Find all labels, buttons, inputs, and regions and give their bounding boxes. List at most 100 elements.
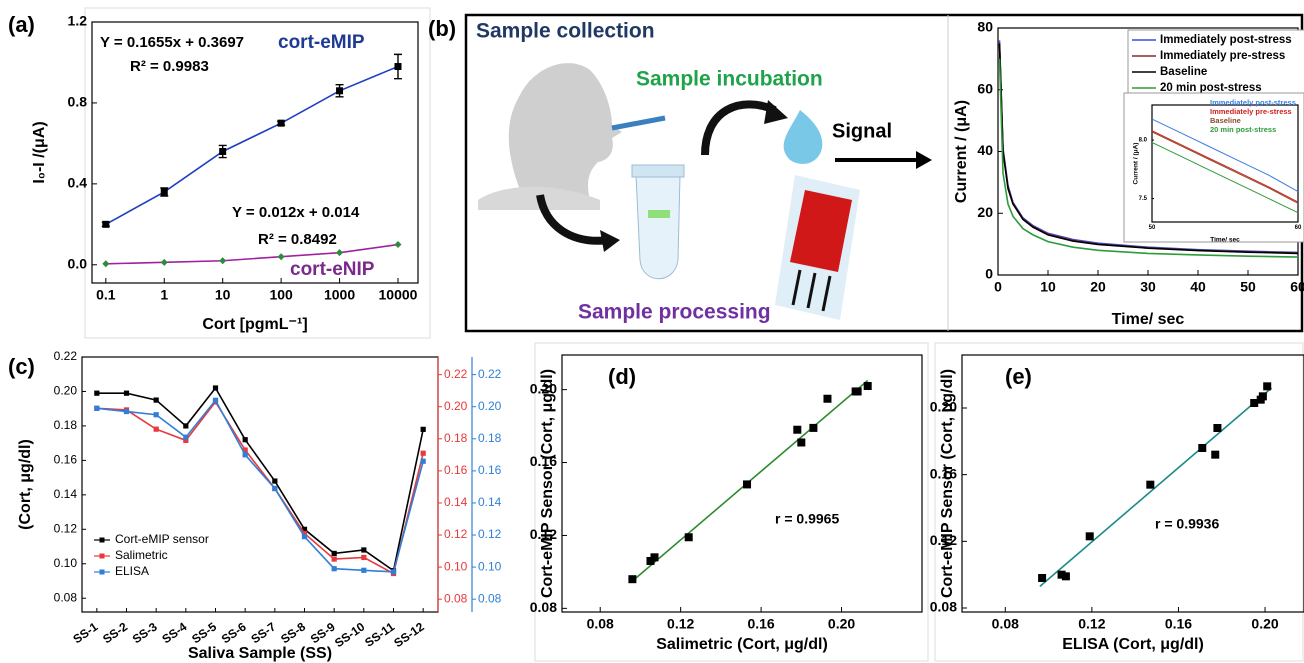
plot-frame bbox=[561, 354, 923, 613]
marker bbox=[361, 554, 367, 561]
marker bbox=[123, 408, 130, 415]
arrow-head bbox=[600, 230, 620, 252]
series-line bbox=[96, 398, 424, 573]
marker bbox=[153, 426, 159, 432]
marker bbox=[94, 390, 100, 396]
panel-label: (a) bbox=[8, 12, 35, 37]
x-tick-label: 50 bbox=[1240, 278, 1256, 294]
x-tick-label: 0.1 bbox=[96, 286, 116, 302]
y-axis-label: (Cort, μg/dl) bbox=[17, 439, 34, 530]
series-line bbox=[998, 58, 1299, 258]
y-axis-label: Current / (μA) bbox=[1133, 143, 1140, 185]
y-tick-label: 0.08 bbox=[930, 599, 957, 615]
y-tick-label: 0.08 bbox=[478, 591, 502, 605]
marker bbox=[1038, 574, 1047, 582]
annotation: r = 0.9965 bbox=[775, 511, 839, 527]
y-tick-label: 0.16 bbox=[54, 453, 78, 467]
panel-frame bbox=[84, 7, 431, 339]
marker bbox=[123, 390, 130, 396]
step-label: Sample processing bbox=[578, 301, 771, 324]
series-label: cort-eNIP bbox=[290, 259, 375, 280]
chart: 0.08 0.12 0.16 0.20 0.08 0.12 0.16 0.20 ELISA (C… bbox=[930, 354, 1304, 653]
x-tick-label: 0.16 bbox=[1165, 615, 1192, 631]
legend-marker bbox=[99, 537, 105, 543]
legend-label: Immediately post-stress bbox=[1160, 34, 1292, 46]
marker bbox=[183, 434, 189, 440]
marker bbox=[102, 260, 110, 268]
marker bbox=[1263, 382, 1272, 391]
plot-frame bbox=[1151, 104, 1299, 223]
marker bbox=[331, 556, 337, 562]
marker bbox=[628, 575, 637, 584]
drop bbox=[783, 110, 823, 164]
x-tick-label: 60 bbox=[1290, 278, 1304, 294]
y-tick-label: 0.22 bbox=[54, 349, 78, 363]
marker bbox=[420, 450, 426, 456]
y-tick-label: 0.8 bbox=[68, 94, 88, 110]
legend-box bbox=[1127, 29, 1304, 97]
marker bbox=[277, 253, 285, 261]
marker bbox=[1085, 532, 1094, 541]
marker bbox=[394, 63, 402, 71]
marker bbox=[361, 567, 367, 573]
y-tick-label: 0.22 bbox=[444, 367, 468, 381]
panel-frame bbox=[534, 342, 929, 662]
y-tick-label: 0.20 bbox=[444, 399, 468, 413]
marker bbox=[212, 385, 219, 391]
x-tick-label: 10000 bbox=[379, 286, 418, 302]
chart: 0 20 40 60 80 0 10 20 30 40 50 60 Time/ sec Current /… bbox=[953, 19, 1304, 328]
marker bbox=[212, 397, 219, 403]
marker bbox=[684, 533, 693, 542]
marker bbox=[301, 530, 308, 537]
x-axis-label: Cort [pgmL⁻¹] bbox=[202, 316, 307, 333]
x-tick-label: 0.20 bbox=[828, 615, 855, 631]
legend-label: 20 min post-stress bbox=[1160, 82, 1262, 94]
x-tick-label: 0.20 bbox=[1251, 615, 1278, 631]
marker bbox=[219, 257, 227, 265]
annotation: r = 0.9936 bbox=[1155, 516, 1219, 532]
series-line bbox=[96, 386, 424, 572]
marker bbox=[277, 119, 285, 127]
series-line bbox=[96, 400, 424, 575]
annotation: R² = 0.8492 bbox=[258, 231, 337, 248]
x-tick-label: 100 bbox=[269, 286, 293, 302]
marker bbox=[361, 547, 367, 553]
panel-label: (b) bbox=[428, 16, 456, 41]
y-tick-label: 0.10 bbox=[478, 559, 502, 573]
y-tick-label: 7.5 bbox=[1139, 196, 1148, 202]
y-tick-label: 0.08 bbox=[54, 590, 78, 604]
marker bbox=[793, 425, 802, 434]
legend-label: Salimetric bbox=[115, 548, 168, 562]
x-tick-label: 0.16 bbox=[747, 615, 774, 631]
y-tick-label: 0.10 bbox=[54, 556, 78, 570]
series-line bbox=[105, 65, 399, 226]
marker bbox=[153, 397, 159, 403]
marker bbox=[646, 556, 655, 565]
legend-label: Immediately pre-stress bbox=[1160, 50, 1285, 62]
y-tick-label: 60 bbox=[977, 80, 993, 96]
chart: 7.5 8.0 50 60 Time/ sec Current / (μA) Immedia… bbox=[1123, 92, 1304, 244]
y-tick-label: 0.20 bbox=[530, 380, 557, 396]
marker bbox=[160, 188, 168, 196]
y-tick-label: 0.22 bbox=[478, 367, 502, 381]
y-tick-label: 0.20 bbox=[54, 384, 78, 398]
y-tick-label: 20 bbox=[977, 204, 993, 220]
series-line bbox=[1151, 141, 1299, 214]
marker bbox=[153, 412, 159, 418]
marker bbox=[1213, 424, 1222, 432]
y-tick-label: 0.14 bbox=[478, 495, 502, 509]
y-tick-label: 0.18 bbox=[54, 418, 78, 432]
panel-label: (e) bbox=[1005, 364, 1032, 389]
series-line bbox=[1151, 130, 1299, 203]
x-tick-label: 20 bbox=[1090, 278, 1106, 294]
marker bbox=[272, 485, 278, 492]
marker bbox=[420, 426, 426, 432]
y-tick-label: 0.0 bbox=[68, 255, 88, 271]
marker bbox=[1198, 444, 1207, 452]
electrode bbox=[790, 190, 852, 272]
y-tick-label: 0.12 bbox=[54, 521, 78, 535]
x-axis-label: ELISA (Cort, μg/dl) bbox=[1062, 636, 1204, 653]
y-axis-label: Current / (μA) bbox=[953, 100, 970, 203]
lead bbox=[791, 269, 802, 306]
